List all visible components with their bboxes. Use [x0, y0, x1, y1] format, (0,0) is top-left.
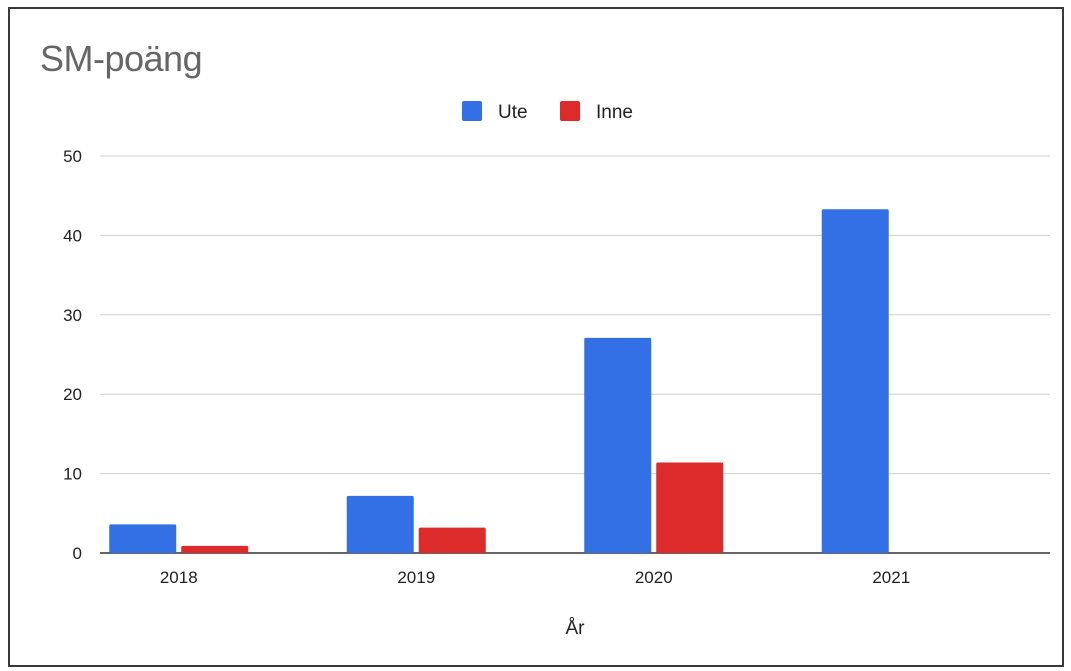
bar-ute-2021	[821, 209, 889, 553]
x-tick-labels: 2018 2019 2020 2021	[160, 568, 910, 587]
legend-label-inne: Inne	[596, 102, 633, 123]
y-tick-label: 40	[63, 226, 82, 245]
x-tick-label: 2021	[872, 568, 910, 587]
y-tick-labels: 0 10 20 30 40 50	[63, 147, 82, 563]
x-tick-label: 2019	[397, 568, 435, 587]
gridlines	[100, 155, 1050, 554]
legend-label-ute: Ute	[498, 102, 528, 123]
bar-ute-2019	[346, 495, 414, 553]
y-tick-label: 0	[73, 544, 82, 563]
legend-swatch-ute	[462, 101, 482, 121]
bar-inne-2020	[656, 462, 724, 553]
bar-inne-2019	[418, 527, 486, 553]
x-axis-title: År	[566, 618, 586, 639]
x-tick-label: 2018	[160, 568, 198, 587]
legend: Ute Inne	[462, 101, 633, 123]
bar-ute-2018	[109, 524, 177, 553]
legend-swatch-inne	[560, 101, 580, 121]
x-tick-label: 2020	[635, 568, 673, 587]
y-tick-label: 50	[63, 147, 82, 166]
y-tick-label: 10	[63, 465, 82, 484]
bars	[109, 209, 889, 553]
chart-title: SM-poäng	[40, 38, 203, 79]
bar-ute-2020	[584, 337, 652, 553]
y-tick-label: 20	[63, 385, 82, 404]
y-tick-label: 30	[63, 306, 82, 325]
bar-inne-2018	[181, 545, 249, 553]
